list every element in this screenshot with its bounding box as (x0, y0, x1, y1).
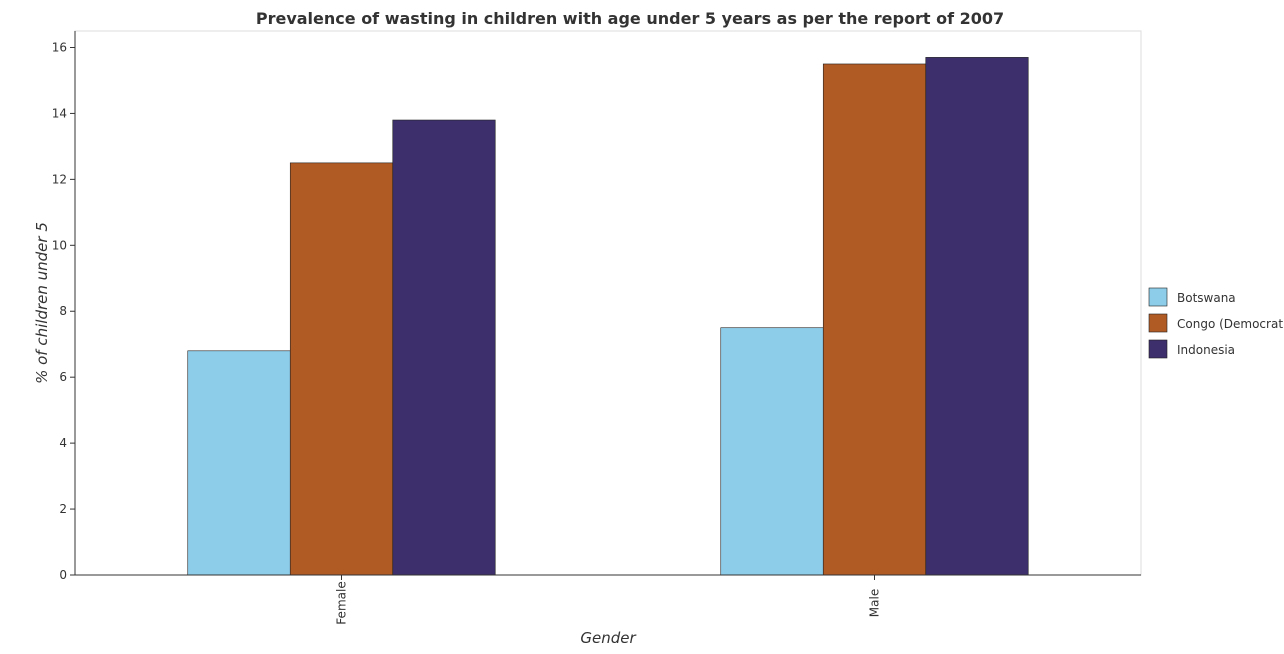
y-axis-ticks: 0 2 4 6 8 10 12 14 16 (52, 40, 75, 582)
x-axis-label: Gender (580, 629, 636, 647)
bar-botswana-female (187, 350, 291, 576)
y-tick-label: 0 (59, 568, 67, 582)
y-tick-label: 14 (52, 106, 67, 120)
y-tick-label: 4 (59, 436, 67, 450)
legend-label: Botswana (1177, 291, 1236, 305)
bar-indonesia-male (925, 57, 1029, 576)
legend-swatch (1148, 313, 1168, 333)
y-tick-label: 6 (59, 370, 67, 384)
legend-label: Indonesia (1177, 343, 1235, 357)
bar-congo-democratic-female (289, 162, 394, 576)
x-axis-ticks: Female Male (335, 575, 882, 625)
bars (187, 57, 1029, 576)
legend-label: Congo (Democratic) (1177, 317, 1284, 331)
y-tick-label: 8 (59, 304, 67, 318)
legend-swatch (1148, 287, 1168, 307)
bar-indonesia-female (392, 119, 496, 576)
y-axis-label: % of children under 5 (33, 222, 51, 384)
y-tick-label: 2 (59, 502, 67, 516)
legend: Botswana Congo (Democratic) Indonesia (1148, 287, 1284, 359)
x-tick-label: Male (868, 589, 882, 617)
y-tick-label: 16 (52, 40, 67, 54)
chart-title: Prevalence of wasting in children with a… (256, 9, 1004, 28)
bar-congo-democratic-male (822, 63, 927, 576)
y-tick-label: 12 (52, 172, 67, 186)
legend-swatch (1148, 339, 1168, 359)
y-tick-label: 10 (52, 238, 67, 252)
x-tick-label: Female (335, 581, 349, 624)
bar-botswana-male (720, 327, 824, 576)
